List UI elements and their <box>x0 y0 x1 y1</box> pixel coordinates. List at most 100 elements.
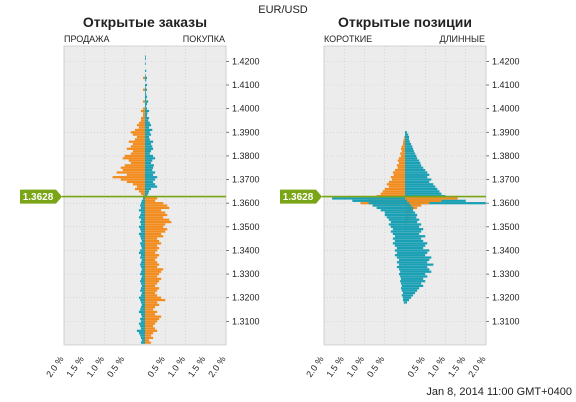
positions-bar <box>390 225 405 228</box>
positions-bar <box>398 258 405 262</box>
orders-bar <box>140 327 145 330</box>
orders-ytick-label: 1.3900 <box>232 127 260 137</box>
positions-bar <box>405 152 416 155</box>
orders-bar <box>122 168 145 172</box>
price-tag-right-text: 1.3628 <box>283 192 314 203</box>
positions-bar <box>384 211 405 214</box>
orders-bar <box>140 334 145 337</box>
orders-bar <box>138 296 145 299</box>
orders-ytick-label: 1.3500 <box>232 222 260 232</box>
orders-bar <box>145 334 152 337</box>
orders-bar <box>132 183 145 186</box>
positions-bar <box>402 142 405 146</box>
orders-bar <box>145 251 156 254</box>
orders-bar <box>145 306 156 309</box>
positions-xtick-label: 1.5 % <box>446 354 467 379</box>
positions-ytick-label: 1.3400 <box>492 245 520 255</box>
price-tag-left-text: 1.3628 <box>23 192 54 203</box>
positions-bar <box>402 298 405 302</box>
orders-bar <box>145 220 172 224</box>
orders-bar <box>145 76 148 80</box>
orders-xtick-label: 0.5 % <box>105 354 126 379</box>
orders-bar <box>138 310 145 314</box>
positions-plot: 1.4200 1.4100 1.4000 1.3900 1.3800 1.3700 1.36… <box>304 45 520 379</box>
orders-plot-border <box>63 45 227 346</box>
orders-bar <box>145 261 158 264</box>
positions-bar <box>405 296 412 299</box>
orders-bar <box>145 133 152 136</box>
positions-bar <box>405 140 410 143</box>
positions-bar <box>401 145 405 148</box>
orders-bar <box>145 135 150 139</box>
positions-ytick-label: 1.3100 <box>492 316 520 326</box>
orders-bar <box>140 223 145 226</box>
positions-ytick-label: 1.3600 <box>492 198 520 208</box>
orders-bar <box>136 135 145 139</box>
orders-bar <box>145 176 158 179</box>
orders-bar <box>145 157 156 160</box>
positions-bar <box>405 235 426 238</box>
positions-bar <box>380 209 405 212</box>
positions-bar <box>405 298 410 302</box>
positions-bar <box>394 235 405 238</box>
positions-bar <box>405 202 486 205</box>
positions-bar <box>400 270 405 273</box>
orders-bar <box>140 272 145 276</box>
orders-bar <box>145 296 162 299</box>
positions-bar <box>405 249 430 252</box>
orders-bar <box>142 197 145 200</box>
orders-bar <box>141 258 145 262</box>
positions-bar <box>405 192 442 195</box>
positions-ytick-label: 1.3200 <box>492 293 520 303</box>
orders-bar <box>140 119 145 122</box>
orders-bar <box>130 152 145 155</box>
orders-bar <box>145 287 160 290</box>
orders-bar <box>145 164 154 167</box>
positions-bar <box>332 197 405 200</box>
orders-bar <box>141 303 145 306</box>
positions-bar <box>404 135 405 139</box>
orders-bar <box>145 277 162 280</box>
orders-bar <box>116 171 145 174</box>
orders-bar <box>145 223 166 226</box>
orders-bar <box>140 287 145 290</box>
orders-bar <box>130 131 145 134</box>
orders-bar <box>145 107 148 110</box>
positions-ytick-label: 1.3300 <box>492 269 520 279</box>
orders-bar <box>145 79 147 82</box>
positions-bar <box>405 199 408 202</box>
positions-bar <box>400 282 405 285</box>
positions-bar <box>405 187 438 191</box>
positions-bar <box>405 294 414 297</box>
orders-bar <box>145 332 154 335</box>
positions-bar <box>394 249 405 252</box>
orders-bar <box>126 147 145 150</box>
positions-bar <box>405 213 418 217</box>
orders-bar <box>140 204 145 207</box>
orders-bar <box>145 166 154 169</box>
orders-bar <box>140 202 145 205</box>
orders-bar <box>136 185 145 188</box>
positions-bar <box>405 218 420 221</box>
orders-bar <box>141 339 145 342</box>
orders-bar <box>140 289 145 292</box>
positions-bar <box>388 180 405 184</box>
orders-bar <box>145 235 164 238</box>
orders-bar <box>138 190 145 193</box>
orders-bar <box>145 313 156 316</box>
positions-bar <box>405 256 432 259</box>
orders-bar <box>140 263 145 266</box>
orders-bar <box>138 121 145 124</box>
positions-bar <box>403 138 405 141</box>
orders-bar <box>145 228 168 231</box>
right-long-label: ДЛИННЫЕ <box>440 34 485 44</box>
orders-xtick-label: 1.0 % <box>166 354 187 379</box>
positions-bar <box>384 213 405 217</box>
orders-bar <box>145 244 158 247</box>
positions-bar <box>396 256 405 259</box>
positions-bar <box>405 261 428 264</box>
orders-bar <box>145 199 156 202</box>
orders-bar <box>145 161 152 165</box>
timestamp: Jan 8, 2014 11:00 GMT+0400 <box>426 386 572 398</box>
